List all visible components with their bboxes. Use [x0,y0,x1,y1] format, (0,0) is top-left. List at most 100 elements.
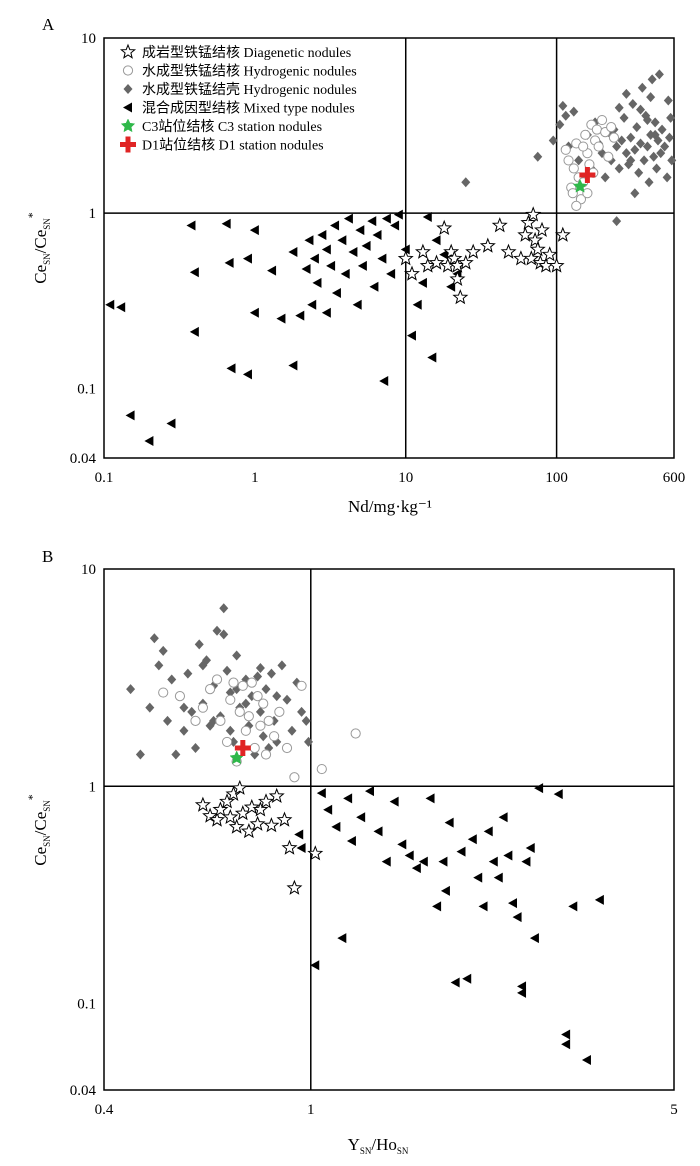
y-tick-label: 0.04 [70,451,97,467]
d1-station-point [579,167,596,184]
hydrogenic-nodule-point [252,691,263,702]
hydrogenic-crust-point [654,69,664,80]
mixed-type-point [249,225,259,236]
x-label-base: Y [348,1135,360,1154]
hydrogenic-nodule-point [596,114,608,126]
hydrogenic-nodule-point [211,674,223,685]
mixed-type-point [438,856,448,867]
y-label-sub1: SN [42,253,52,265]
panel-a-tick-labels: 0.1 1 10 100 600 10 1 0.1 0.04 [70,31,686,486]
panel-b-reference-lines [104,569,674,1090]
hydrogenic-crust-point [657,124,667,135]
panel-b-tick-labels: 0.4 1 5 10 1 0.1 0.04 [70,562,678,1118]
diagenetic-point [403,265,420,281]
hydrogenic-crust-point [628,98,638,109]
hydrogenic-nodule-point [221,736,233,748]
hydrogenic-crust-point [639,155,649,166]
hydrogenic-nodule-point [606,121,617,133]
y-tick-label: 1 [89,206,97,222]
diagenetic-point [517,226,534,242]
x-tick-label: 10 [398,470,413,486]
mixed-type-point [406,330,416,341]
x-tick-label: 0.1 [95,470,114,486]
hydrogenic-crust-point [247,691,257,702]
hydrogenic-crust-point [621,148,631,159]
hydrogenic-nodule-point [197,702,209,713]
diagenetic-point [500,243,517,259]
y-tick-label: 10 [81,562,96,578]
hydrogenic-nodule-point [296,680,307,691]
hydrogenic-nodule-point [240,725,251,736]
hydrogenic-crust-point [650,129,660,140]
mixed-type-point [467,834,477,845]
diagenetic-point [257,793,275,809]
panel-b-plot-area [103,568,675,1091]
mixed-type-point [337,235,347,246]
mixed-type-point [534,783,544,794]
mixed-type-point [144,436,154,447]
mixed-type-point [478,901,488,912]
mixed-type-point [242,369,252,380]
d1-station-point [120,136,136,153]
mixed-type-point [343,793,353,804]
mixed-type-point [488,856,498,867]
diagenetic-point [428,254,445,270]
hydrogenic-crust-point [533,151,543,162]
hydrogenic-nodule-point [237,680,248,691]
diagenetic-point [457,254,474,270]
hydrogenic-crust-point [123,84,133,94]
hydrogenic-nodule-point [246,677,257,688]
diagenetic-point [249,815,266,831]
mixed-type-point [444,817,454,828]
mixed-type-point [221,218,231,229]
x-label-mid: /Ho [371,1135,397,1154]
mixed-type-point [317,230,327,241]
mixed-type-point [326,260,336,271]
mixed-type-point [521,856,531,867]
diagenetic-point [222,808,239,825]
hydrogenic-nodule-point [316,763,327,775]
mixed-type-point [446,281,456,292]
hydrogenic-nodule-point [122,65,134,76]
mixed-type-point [337,933,347,944]
hydrogenic-crust-point [548,135,558,146]
hydrogenic-nodule-point [269,731,280,742]
x-tick-label: 5 [670,1102,678,1118]
y-label-mid: /Ce [31,812,50,836]
legend-entry-label: 水成型铁锰结壳 Hydrogenic nodules [142,81,357,98]
mixed-type-point [427,352,437,363]
panel-a-label: A [42,15,55,34]
mixed-type-point [462,973,472,984]
mixed-type-point [404,850,414,861]
hydrogenic-crust-point [646,92,656,103]
hydrogenic-crust-point [630,188,640,199]
hydrogenic-nodule-point [289,772,300,783]
hydrogenic-crust-point [255,663,265,674]
mixed-type-point [389,796,399,807]
hydrogenic-nodule-point [234,706,245,717]
hydrogenic-crust-point [179,702,189,713]
hydrogenic-crust-point [154,660,164,671]
hydrogenic-crust-point [135,749,145,760]
mixed-type-point [553,789,563,800]
mixed-type-point [226,363,236,374]
hydrogenic-crust-point [632,122,642,133]
hydrogenic-crust-point [194,639,204,650]
mixed-type-point [369,281,379,292]
diagenetic-point [268,787,285,804]
mixed-type-point [316,788,326,799]
mixed-type-point [321,307,331,318]
mixed-type-point [525,842,535,853]
x-tick-label: 600 [663,470,686,486]
hydrogenic-crust-point [225,725,235,736]
y-label-base: Ce [31,265,50,284]
diagenetic-point [307,845,324,861]
mixed-type-point [431,235,441,246]
hydrogenic-nodule-point [190,715,201,726]
mixed-type-point [498,812,508,823]
mixed-type-point [493,872,503,883]
mixed-type-point [411,863,421,874]
hydrogenic-crust-point [621,88,631,99]
hydrogenic-nodule-point [263,715,274,726]
mixed-type-point [386,268,396,279]
